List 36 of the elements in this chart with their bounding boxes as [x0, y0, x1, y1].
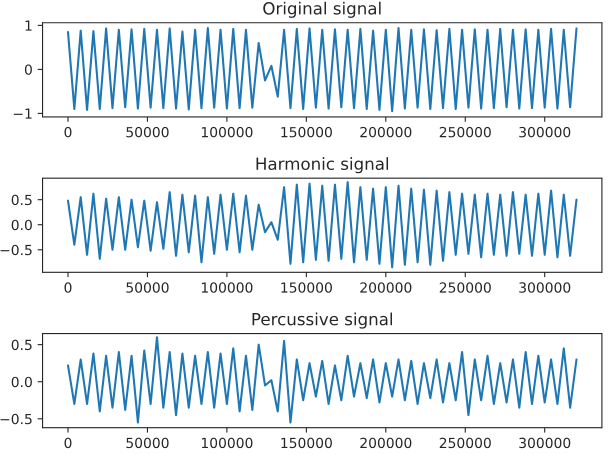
y-tick-label: 0 — [24, 64, 32, 75]
x-tick-label: 250000 — [440, 126, 491, 138]
x-tick-label: 150000 — [281, 282, 332, 293]
chart-title: Percussive signal — [252, 312, 392, 329]
x-tick-label: 200000 — [360, 282, 412, 293]
y-tick-label: 0.0 — [12, 220, 32, 230]
x-tick-label: 50000 — [126, 126, 169, 138]
x-tick-label: 200000 — [360, 126, 412, 138]
x-tick-label: 100000 — [202, 282, 252, 293]
x-tick-label: 150000 — [281, 126, 332, 138]
x-tick-label: 50000 — [126, 282, 169, 293]
x-tick-label: 250000 — [440, 438, 491, 448]
chart-title: Harmonic signal — [256, 157, 388, 174]
x-tick-label: 50000 — [126, 438, 169, 448]
chart-title: Original signal — [263, 2, 381, 18]
y-tick-label: 0.0 — [12, 376, 32, 388]
x-tick-label: 300000 — [519, 282, 570, 293]
y-tick-label: 0.5 — [12, 340, 32, 350]
line-series — [66, 26, 578, 112]
y-tick-label: −0.5 — [0, 414, 32, 424]
x-tick-label: 100000 — [202, 126, 252, 138]
y-tick-label: 0.5 — [12, 194, 32, 206]
y-tick-label: −0.5 — [0, 244, 32, 256]
line-series — [66, 336, 578, 424]
x-tick-label: 0 — [64, 126, 72, 138]
line-series — [66, 181, 578, 268]
x-tick-label: 200000 — [360, 438, 412, 448]
x-tick-label: 0 — [64, 282, 72, 293]
x-tick-label: 150000 — [281, 438, 332, 448]
x-tick-label: 300000 — [519, 438, 570, 448]
x-tick-label: 0 — [64, 438, 72, 448]
x-tick-label: 250000 — [440, 282, 491, 293]
y-tick-label: −1 — [14, 108, 32, 119]
x-tick-label: 100000 — [202, 438, 252, 448]
x-tick-label: 300000 — [519, 126, 570, 138]
y-tick-label: 1 — [26, 20, 32, 31]
